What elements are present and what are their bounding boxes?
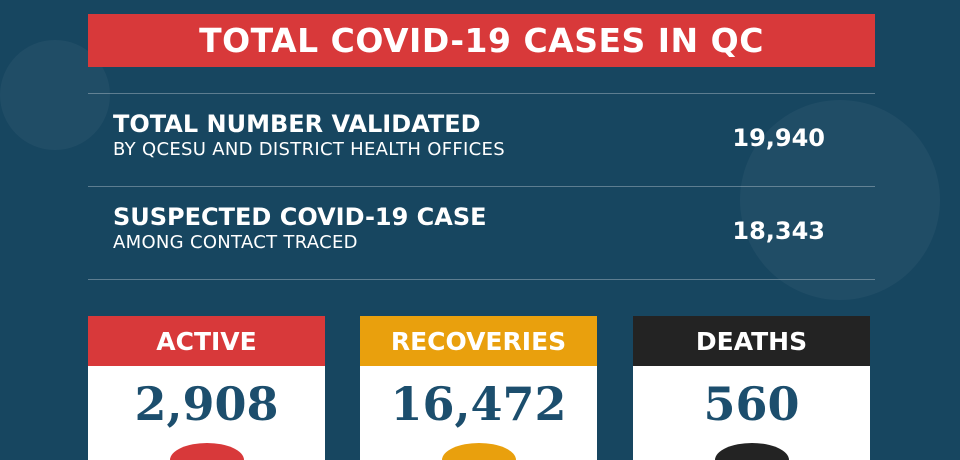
divider [88, 186, 875, 187]
stat-row-suspected: SUSPECTED COVID-19 CASE AMONG CONTACT TR… [113, 203, 825, 255]
deaths-circle-icon [714, 443, 789, 460]
row-value: 18,343 [732, 217, 825, 245]
card-header: DEATHS [633, 316, 870, 366]
card-value: 16,472 [390, 377, 567, 431]
active-circle-icon [169, 443, 244, 460]
row-value: 19,940 [732, 124, 825, 152]
row-label: SUSPECTED COVID-19 CASE [113, 203, 487, 231]
divider [88, 93, 875, 94]
row-label: TOTAL NUMBER VALIDATED [113, 110, 481, 138]
card-header: RECOVERIES [360, 316, 597, 366]
row-sublabel: BY QCESU AND DISTRICT HEALTH OFFICES [113, 139, 505, 160]
row-sublabel: AMONG CONTACT TRACED [113, 232, 358, 253]
card-value: 2,908 [134, 377, 279, 431]
divider [88, 279, 875, 280]
card-recoveries: RECOVERIES 16,472 [360, 316, 597, 460]
page-title: TOTAL COVID-19 CASES IN QC [88, 14, 875, 67]
stat-row-validated: TOTAL NUMBER VALIDATED BY QCESU AND DIST… [113, 110, 825, 162]
card-value: 560 [703, 377, 800, 431]
card-header: ACTIVE [88, 316, 325, 366]
virus-background-graphic [740, 100, 940, 300]
card-deaths: DEATHS 560 [633, 316, 870, 460]
recoveries-circle-icon [441, 443, 516, 460]
card-active: ACTIVE 2,908 [88, 316, 325, 460]
